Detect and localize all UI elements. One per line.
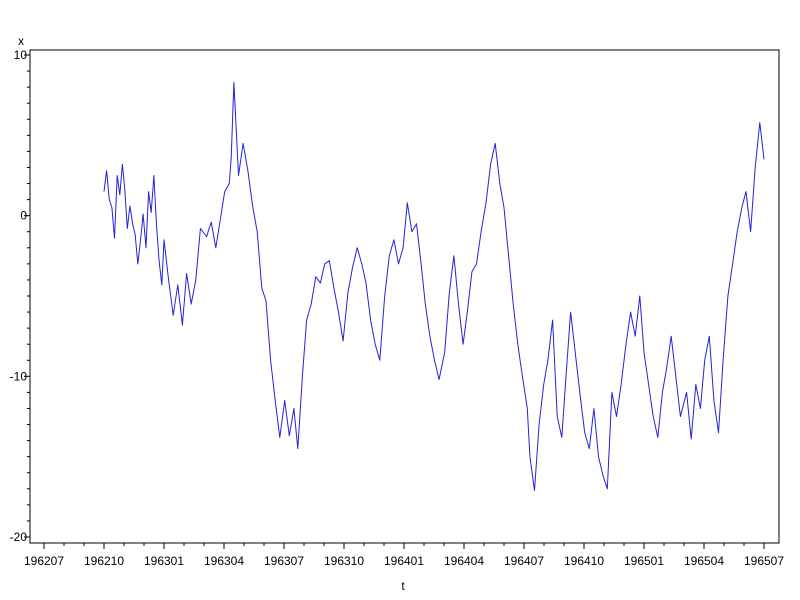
y-tick-label: -10 bbox=[10, 369, 28, 383]
x-tick-label: 196410 bbox=[564, 554, 604, 568]
x-tick-label: 196301 bbox=[144, 554, 184, 568]
x-tick-label: 196501 bbox=[624, 554, 664, 568]
x-tick-label: 196401 bbox=[384, 554, 424, 568]
x-tick-label: 196504 bbox=[684, 554, 724, 568]
x-tick-label: 196404 bbox=[444, 554, 484, 568]
y-tick-label: -20 bbox=[10, 530, 28, 544]
x-tick-label: 196507 bbox=[744, 554, 784, 568]
series-line bbox=[103, 81, 765, 491]
plot-frame bbox=[29, 49, 780, 544]
y-minor-ticks bbox=[27, 70, 30, 522]
x-tick-label: 196304 bbox=[204, 554, 244, 568]
x-major-ticks: 196207 196210 196301 196304 196307 196310 1964… bbox=[24, 543, 784, 568]
x-tick-label: 196207 bbox=[24, 554, 64, 568]
y-major-ticks: 10 0 -10 -20 bbox=[10, 48, 30, 544]
x-tick-label: 196407 bbox=[504, 554, 544, 568]
x-minor-ticks bbox=[63, 543, 745, 546]
y-axis-label: x bbox=[18, 34, 24, 48]
x-axis-label: t bbox=[401, 579, 405, 593]
y-tick-label: 0 bbox=[20, 209, 27, 223]
x-tick-label: 196310 bbox=[324, 554, 364, 568]
y-tick-label: 10 bbox=[14, 48, 28, 62]
x-tick-label: 196210 bbox=[84, 554, 124, 568]
x-tick-label: 196307 bbox=[264, 554, 304, 568]
